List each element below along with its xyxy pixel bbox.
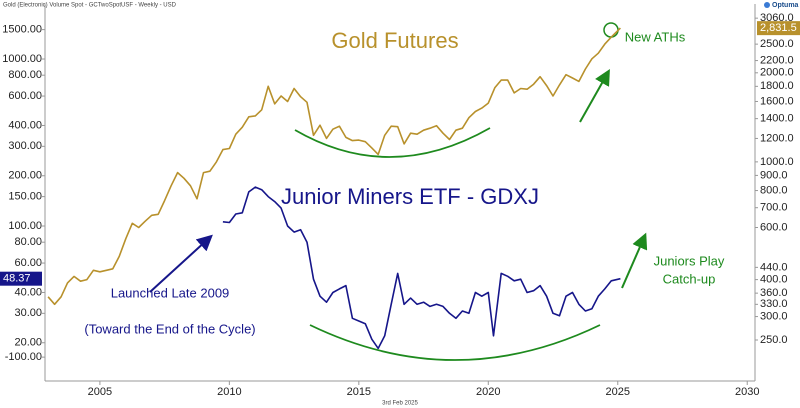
y-tick-label: 100.00 [8, 220, 42, 232]
y2-tick-label: 250.0 [760, 334, 788, 346]
brand-logo: Optuma [764, 2, 799, 9]
series-line [222, 186, 621, 350]
end-value-box [0, 271, 42, 286]
y-tick-label: 20.00 [14, 337, 42, 349]
date-label: 3rd Feb 2025 [382, 401, 418, 407]
y2-tick-label: 3060.0 [760, 12, 794, 24]
y2-tick-label: 440.0 [760, 261, 788, 273]
x-tick-label: 2005 [88, 386, 112, 398]
y2-tick-label: 900.0 [760, 169, 788, 181]
ath-arrow [579, 69, 610, 123]
y-tick-label: 60.00 [14, 257, 42, 269]
plot-area [47, 27, 621, 350]
y2-tick-label: 1200.0 [760, 132, 794, 144]
y-tick-label: 800.00 [8, 69, 42, 81]
y-tick-label: 150.00 [8, 191, 42, 203]
y2-tick-label: 400.0 [760, 274, 788, 286]
y2-tick-label: 330.0 [760, 298, 788, 310]
brand-icon [764, 2, 770, 8]
end-value-box [757, 21, 800, 36]
annotation: Launched Late 2009 [111, 285, 230, 300]
y-tick-label: 1000.00 [2, 53, 42, 65]
annotation: New ATHs [625, 29, 686, 44]
y2-tick-label: 300.0 [760, 310, 788, 322]
series-line [47, 27, 621, 306]
y-tick-label: 30.00 [14, 307, 42, 319]
end-value-label: 2,831.5 [760, 22, 797, 34]
x-tick-label: 2030 [735, 386, 759, 398]
gold-base-arc [294, 127, 491, 158]
y2-tick-label: 700.0 [760, 202, 788, 214]
catchup-arrow [621, 232, 648, 289]
x-tick-label: 2010 [217, 386, 241, 398]
y-tick-label: 200.00 [8, 170, 42, 182]
x-tick-label: 2020 [476, 386, 500, 398]
y-tick-label: 40.00 [14, 286, 42, 298]
y2-tick-label: 2200.0 [760, 54, 794, 66]
y2-tick-label: 1400.0 [760, 113, 794, 125]
y2-tick-label: 800.0 [760, 184, 788, 196]
y2-tick-label: 1800.0 [760, 80, 794, 92]
y-tick-label: 400.00 [8, 119, 42, 131]
annotation: Gold Futures [331, 28, 458, 53]
y2-tick-label: 600.0 [760, 221, 788, 233]
y2-tick-label: 2000.0 [760, 67, 794, 79]
y-tick-label: 300.00 [8, 140, 42, 152]
y-tick-label: 1500.00 [2, 24, 42, 36]
y-tick-label: 80.00 [14, 236, 42, 248]
y2-tick-label: 1600.0 [760, 95, 794, 107]
y2-tick-label: 360.0 [760, 287, 788, 299]
end-value-label: 48.37 [3, 273, 31, 285]
y2-tick-label: 1000.0 [760, 156, 794, 168]
brand-name: Optuma [772, 2, 799, 9]
y2-tick-label: 2500.0 [760, 38, 794, 50]
annotation: Catch-up [663, 271, 716, 286]
annotation: (Toward the End of the Cycle) [84, 321, 255, 336]
x-tick-label: 2025 [606, 386, 630, 398]
annotation: Juniors Play [654, 253, 725, 268]
gdxj-base-arc [309, 324, 601, 361]
launch-arrow [149, 234, 213, 293]
annotation: Junior Miners ETF - GDXJ [281, 184, 539, 209]
x-tick-label: 2015 [347, 386, 371, 398]
y-tick-label: 600.00 [8, 90, 42, 102]
y-tick-label: -100.00 [5, 351, 42, 363]
chart-title: Gold (Electronic) Volume Spot - GCTwoSpo… [3, 3, 177, 9]
